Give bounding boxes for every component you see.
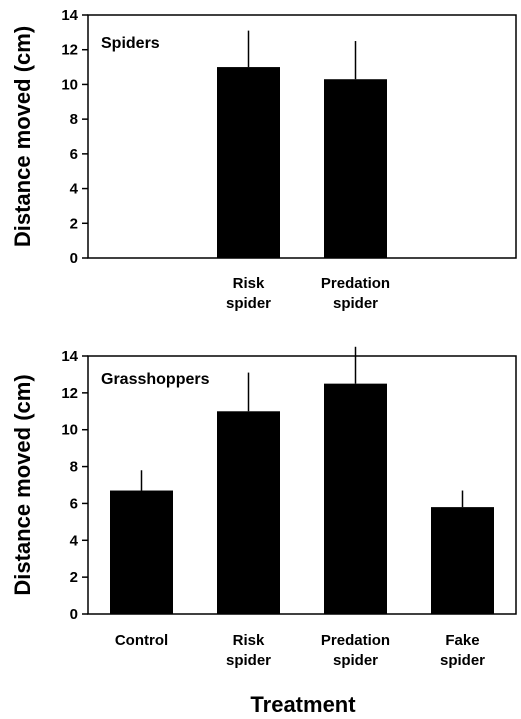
y-tick-label: 2	[70, 215, 78, 232]
y-tick-label: 8	[70, 111, 78, 128]
x-tick-label: Control	[115, 632, 168, 649]
y-tick-label: 12	[61, 42, 78, 59]
plot-frame	[87, 355, 517, 615]
y-tick-label: 0	[70, 250, 78, 267]
y-tick-label: 4	[70, 532, 79, 549]
x-tick-label: Fake spider	[440, 632, 485, 669]
bar	[324, 79, 387, 258]
bar	[217, 67, 280, 258]
x-tick-label: Risk spider	[226, 632, 271, 669]
bar	[324, 383, 387, 614]
panel-spiders: 0 2 4 6 8 10 12 14 Distance moved (cm) Spiders Ris…	[10, 7, 517, 312]
bar	[431, 507, 494, 614]
x-tick-label: Predation spider	[321, 275, 390, 312]
y-tick-label: 14	[61, 7, 78, 24]
panel-title: Grasshoppers	[101, 371, 210, 388]
y-tick-label: 4	[70, 181, 79, 198]
y-axis-title: Distance moved (cm)	[10, 26, 35, 247]
y-tick-label: 6	[70, 146, 78, 163]
y-tick-label: 6	[70, 495, 78, 512]
bar	[217, 411, 280, 614]
x-axis-title: Treatment	[250, 692, 356, 717]
panel-grasshoppers: 0 2 4 6 8 10 12 14 Distance moved (cm) Grasshoppe…	[10, 346, 517, 669]
y-axis-title: Distance moved (cm)	[10, 374, 35, 595]
x-tick-label: Risk spider	[226, 275, 271, 312]
panel-title: Spiders	[101, 35, 160, 52]
x-tick-label: Predation spider	[321, 632, 390, 669]
bar	[110, 490, 173, 614]
y-tick-label: 12	[61, 385, 78, 402]
y-tick-label: 10	[61, 76, 78, 93]
y-tick-label: 14	[61, 348, 78, 365]
y-tick-label: 2	[70, 569, 78, 586]
plot-frame	[87, 14, 517, 259]
y-tick-label: 10	[61, 422, 78, 439]
y-tick-label: 8	[70, 459, 78, 476]
y-tick-label: 0	[70, 606, 78, 623]
